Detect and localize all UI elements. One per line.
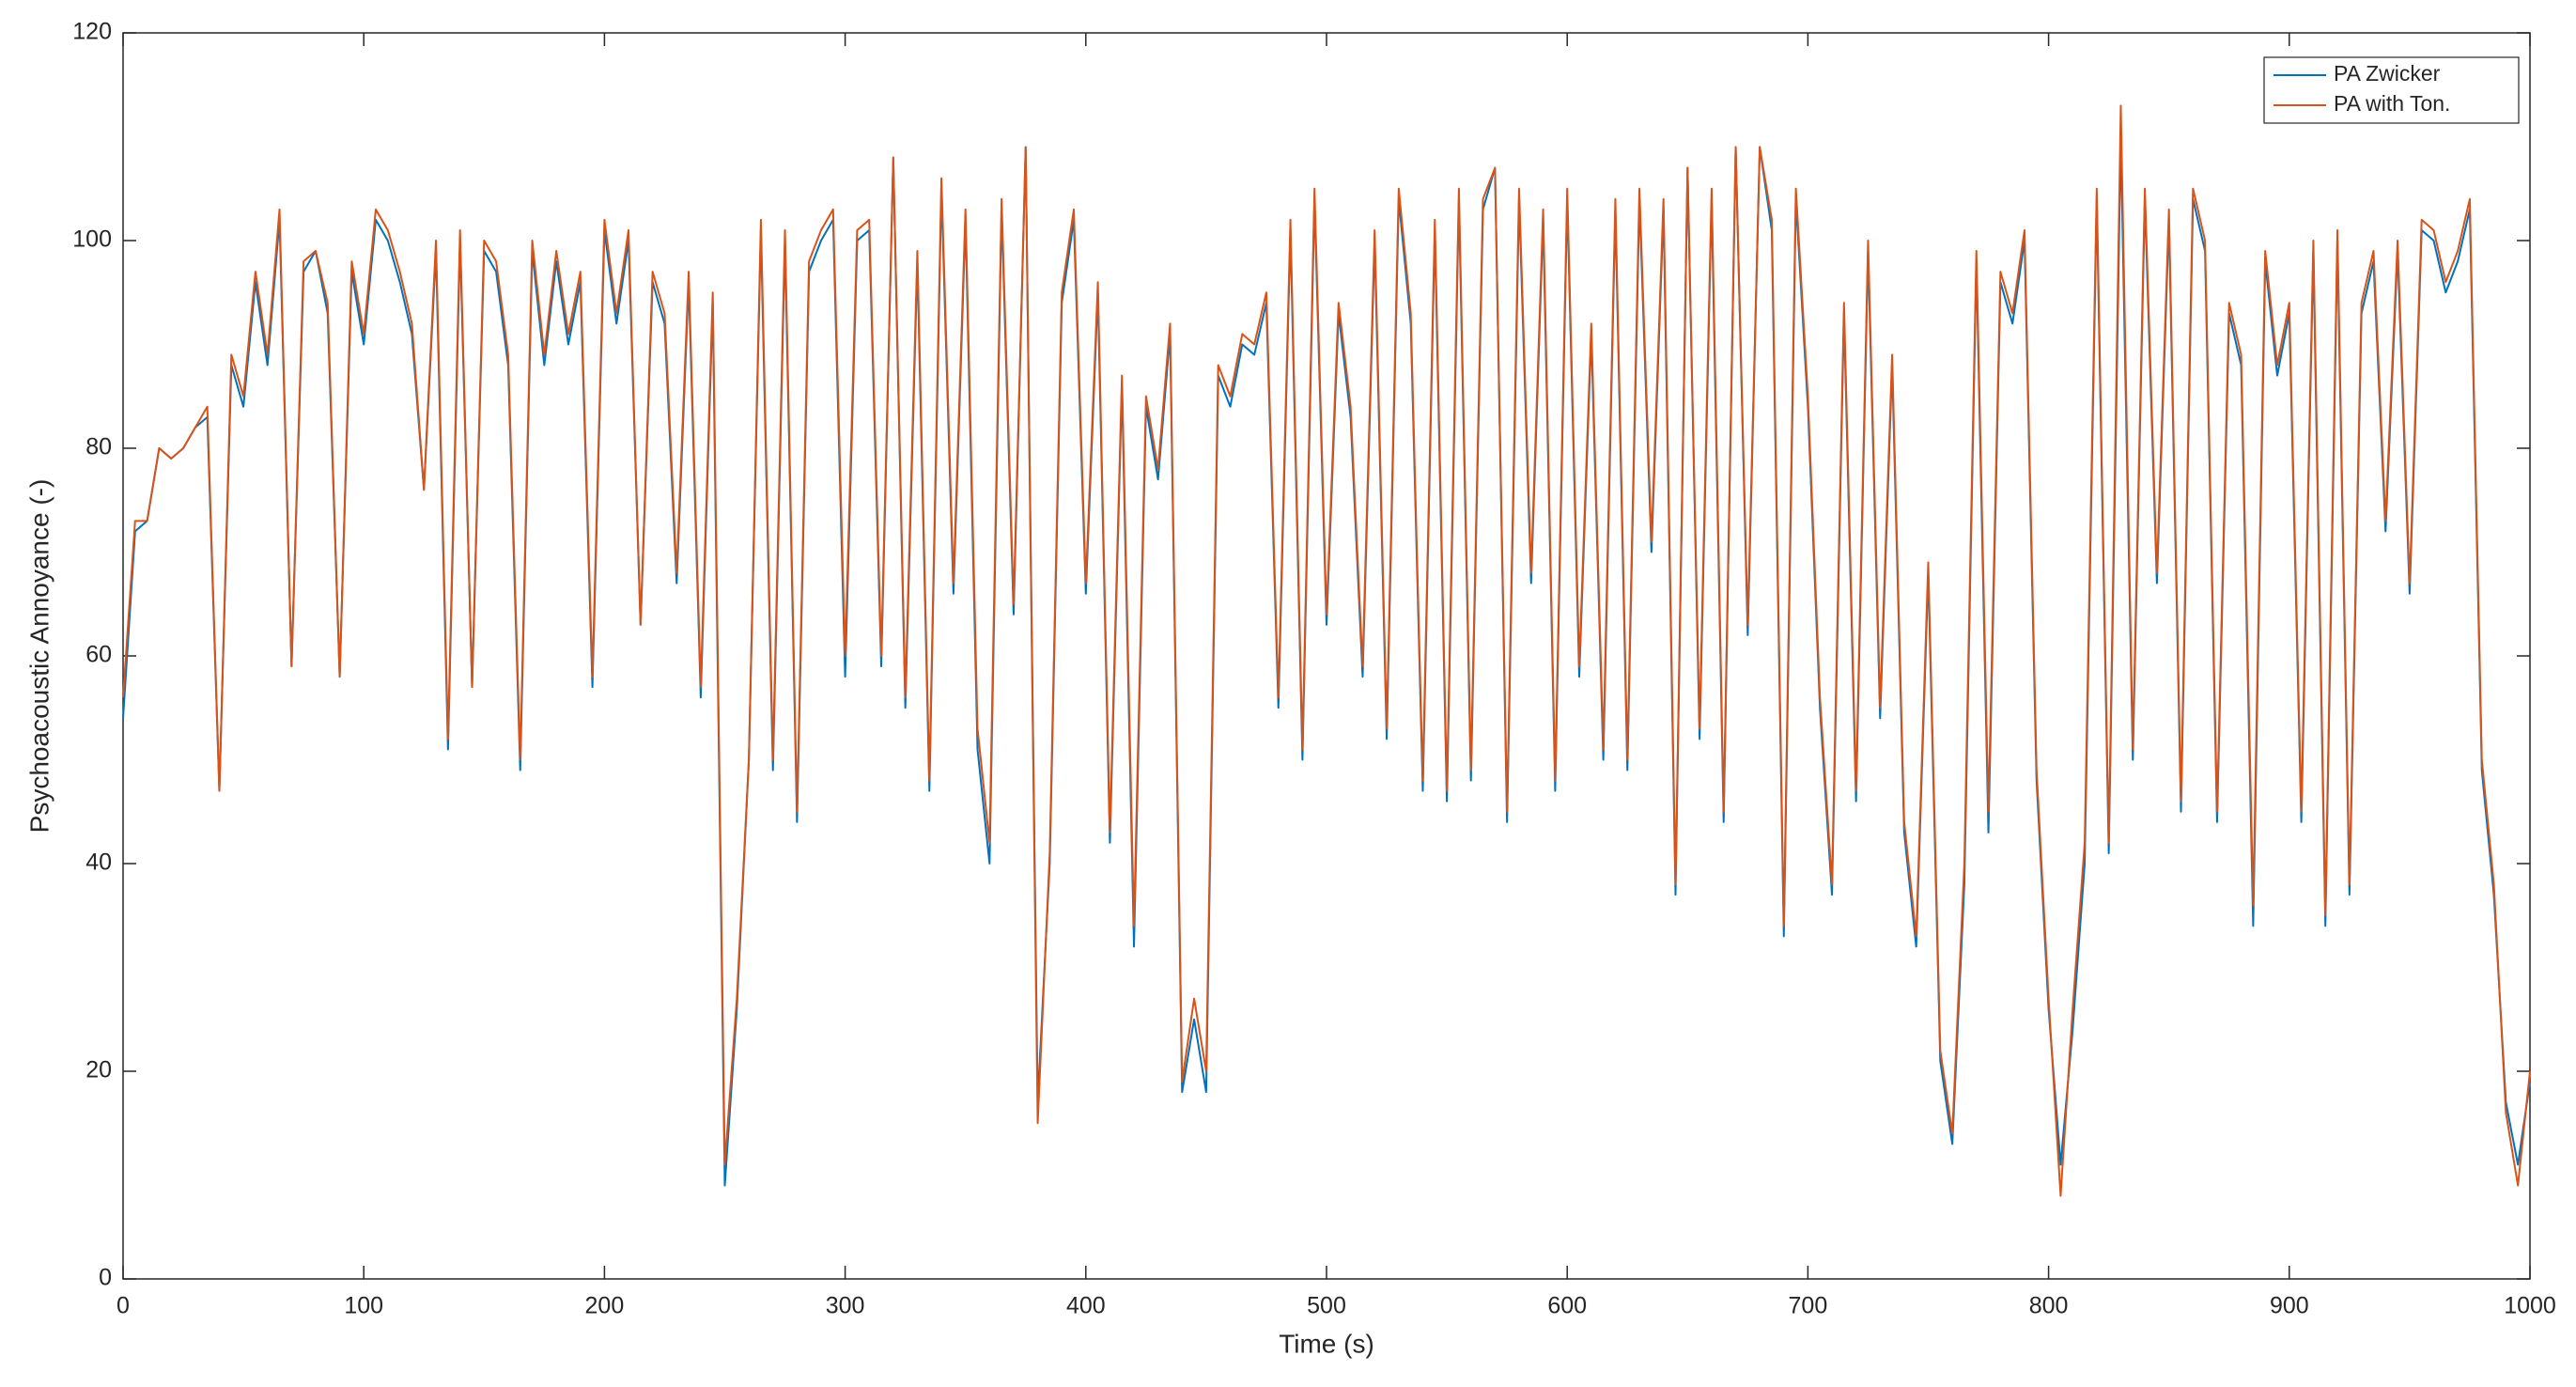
data-line: [122, 104, 2531, 1197]
x-axis-label: Time (s): [1279, 1329, 1374, 1358]
x-tick-label: 1000: [2504, 1293, 2556, 1319]
y-tick-label: 0: [99, 1265, 112, 1291]
x-tick-label: 0: [116, 1293, 130, 1319]
x-tick-label: 100: [344, 1293, 383, 1319]
x-tick-label: 900: [2270, 1293, 2309, 1319]
x-tick-label: 600: [1547, 1293, 1587, 1319]
x-tick-label: 700: [1789, 1293, 1828, 1319]
legend-box: [2263, 56, 2520, 124]
y-tick-label: 80: [85, 434, 112, 460]
y-tick-label: 100: [72, 226, 112, 253]
plot-area: [122, 32, 2531, 1280]
x-tick-label: 800: [2029, 1293, 2069, 1319]
x-tick-label: 300: [826, 1293, 865, 1319]
x-tick-label: 400: [1066, 1293, 1106, 1319]
x-tick-label: 500: [1307, 1293, 1346, 1319]
x-tick-label: 200: [585, 1293, 625, 1319]
y-tick-label: 40: [85, 849, 112, 876]
legend-label: PA with Ton.: [2334, 91, 2450, 116]
y-tick-label: 60: [85, 642, 112, 668]
legend-label: PA Zwicker: [2334, 61, 2441, 86]
y-axis-label: Psychoacoustic Annoyance (-): [24, 479, 54, 834]
y-tick-label: 20: [85, 1057, 112, 1083]
y-tick-label: 120: [72, 19, 112, 45]
